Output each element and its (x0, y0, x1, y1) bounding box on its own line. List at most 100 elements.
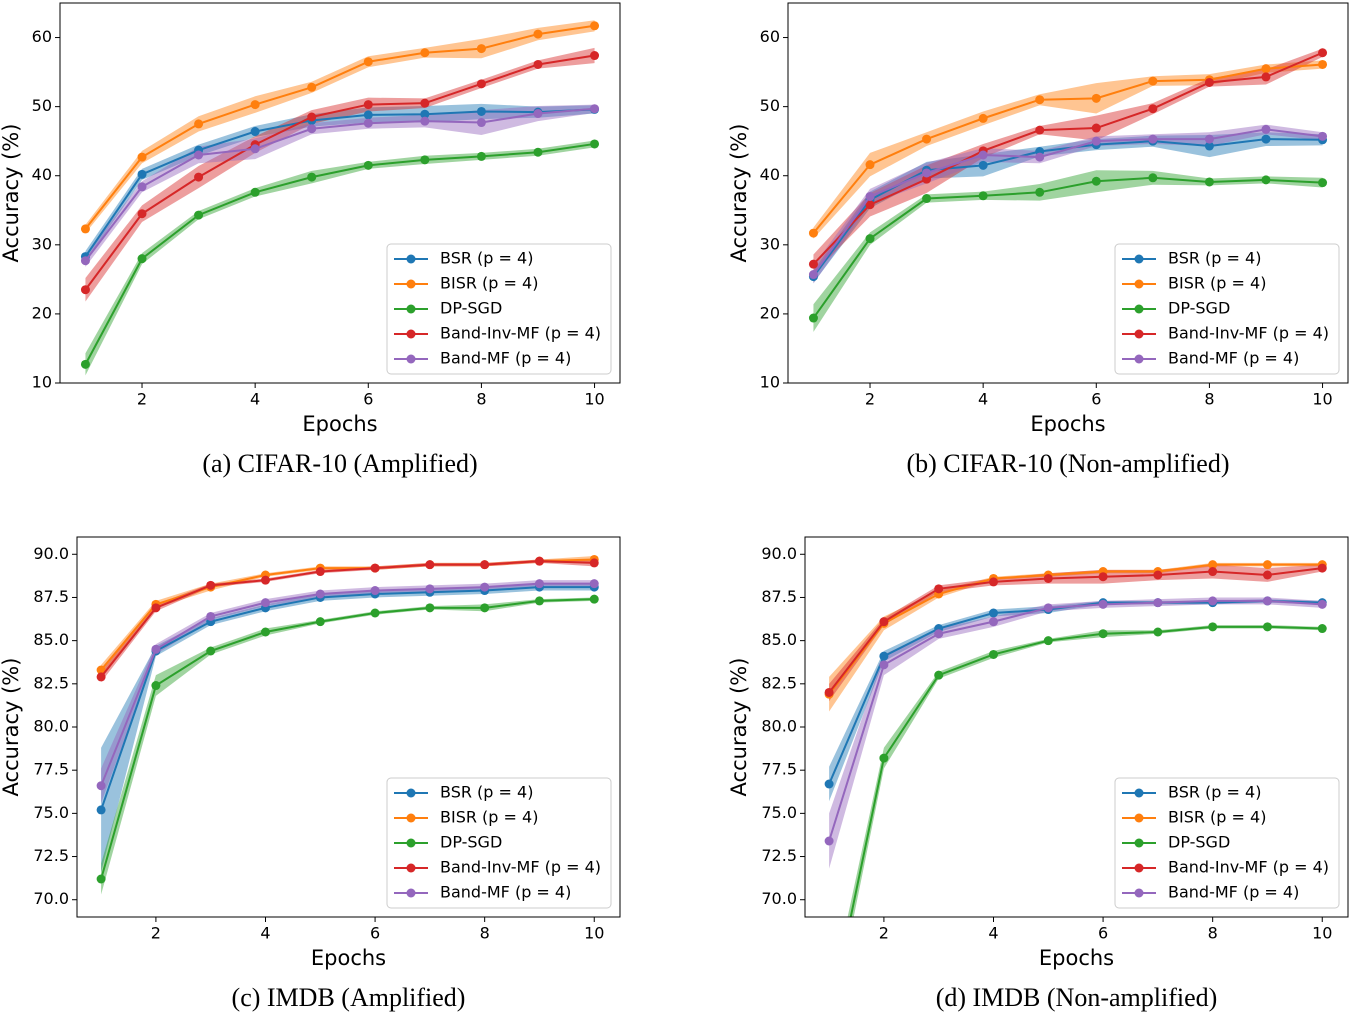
error-band (85, 20, 595, 234)
point (865, 191, 875, 201)
legend-marker (406, 304, 416, 314)
y-tick-label: 90.0 (33, 544, 69, 563)
subplot: 10 20 30 40 50 60 2 4 6 8 10 Epochs Accuracy (%) (b) … (727, 2, 1349, 478)
point (260, 575, 270, 585)
point (1204, 141, 1214, 151)
point (978, 191, 988, 201)
point (865, 234, 875, 244)
series-line (812, 51, 1323, 265)
point (370, 586, 380, 596)
x-tick-label: 4 (250, 390, 260, 409)
point (363, 160, 373, 170)
point (307, 112, 317, 122)
legend-label: BSR (p = 4) (1168, 249, 1261, 268)
legend-marker (1134, 838, 1144, 848)
point (363, 110, 373, 120)
point (1035, 95, 1045, 105)
point (934, 629, 944, 639)
subplot: 70.0 72.5 75.0 77.5 80.0 82.5 85.0 87.5 90.0 2 4 6 8… (0, 536, 621, 1012)
y-axis-label: Accuracy (%) (727, 124, 751, 263)
point (865, 160, 875, 170)
point (151, 644, 161, 654)
y-tick-label: 40 (32, 165, 52, 184)
x-axis-label: Epochs (302, 412, 377, 436)
series-line (84, 108, 595, 258)
x-tick-label: 8 (480, 924, 490, 943)
point (1318, 131, 1328, 141)
point (978, 113, 988, 123)
legend-marker (1134, 863, 1144, 873)
point (1091, 93, 1101, 103)
legend-label: BISR (p = 4) (1168, 808, 1266, 827)
point (80, 224, 90, 234)
point (590, 104, 600, 114)
plot-area (80, 20, 600, 376)
point (590, 21, 600, 31)
series-line (828, 599, 1323, 842)
point (879, 660, 889, 670)
point (808, 228, 818, 238)
point (1262, 622, 1272, 632)
point (1204, 77, 1214, 87)
series-line (100, 560, 595, 678)
point (1208, 567, 1218, 577)
legend-label: BSR (p = 4) (1168, 783, 1261, 802)
point (480, 603, 490, 613)
axes-frame (59, 2, 621, 384)
point (1262, 570, 1272, 580)
point (1261, 175, 1271, 185)
point (534, 579, 544, 589)
point (250, 144, 260, 154)
point (1091, 176, 1101, 186)
error-band (813, 48, 1323, 274)
x-tick-label: 6 (1091, 390, 1101, 409)
legend-marker (1134, 304, 1144, 314)
legend-marker (406, 329, 416, 339)
point (420, 48, 430, 58)
legend-label: BISR (p = 4) (440, 274, 538, 293)
point (137, 152, 147, 162)
caption: (c) IMDB (Amplified) (232, 983, 466, 1012)
x-tick-label: 6 (1098, 924, 1108, 943)
y-tick-label: 75.0 (761, 803, 797, 822)
caption: (a) CIFAR-10 (Amplified) (202, 449, 477, 478)
point (480, 582, 490, 592)
point (420, 116, 430, 126)
x-tick-label: 6 (370, 924, 380, 943)
point (865, 200, 875, 210)
point (808, 270, 818, 280)
legend-label: Band-Inv-MF (p = 4) (1168, 324, 1329, 343)
point (879, 651, 889, 661)
x-tick-label: 10 (1312, 924, 1332, 943)
point (206, 580, 216, 590)
error-band (85, 103, 595, 263)
legend-marker (1134, 329, 1144, 339)
series-line (828, 563, 1323, 695)
point (534, 556, 544, 566)
legend-label: BSR (p = 4) (440, 249, 533, 268)
point (250, 100, 260, 110)
axes-frame (787, 2, 1349, 384)
plot-area (808, 48, 1328, 332)
point (194, 150, 204, 160)
legend: BSR (p = 4) BISR (p = 4) DP-SGD Band-Inv-MF… (1114, 243, 1340, 375)
legend-marker (406, 888, 416, 898)
point (824, 687, 834, 697)
y-tick-label: 87.5 (761, 587, 797, 606)
legend-label: Band-Inv-MF (p = 4) (1168, 858, 1329, 877)
point (363, 118, 373, 128)
point (533, 109, 543, 119)
point (80, 256, 90, 266)
x-tick-label: 10 (584, 924, 604, 943)
point (1035, 187, 1045, 197)
point (1204, 177, 1214, 187)
point (137, 169, 147, 179)
point (307, 124, 317, 134)
point (1318, 178, 1328, 188)
legend-marker (406, 279, 416, 289)
legend: BSR (p = 4) BISR (p = 4) DP-SGD Band-Inv-MF… (1114, 777, 1340, 909)
error-band (101, 559, 595, 683)
y-tick-label: 90.0 (761, 544, 797, 563)
point (206, 611, 216, 621)
point (151, 603, 161, 613)
